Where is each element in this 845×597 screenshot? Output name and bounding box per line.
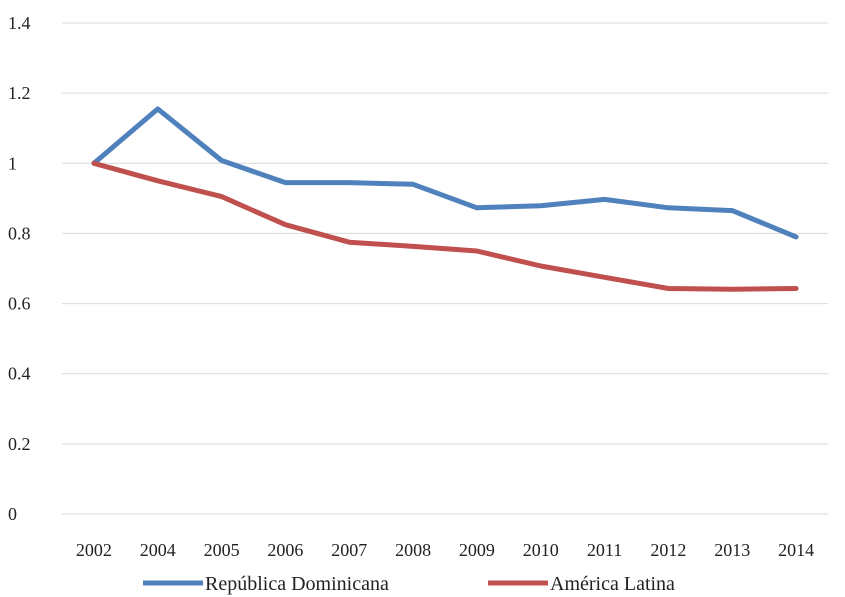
x-tick-label: 2008 (395, 540, 431, 560)
x-tick-label: 2014 (778, 540, 814, 560)
y-tick-label: 0.6 (8, 294, 31, 314)
x-tick-label: 2005 (204, 540, 240, 560)
y-tick-label: 0.2 (8, 434, 31, 454)
gridlines (62, 22, 828, 515)
y-tick-label: 1 (8, 153, 17, 173)
y-tick-label: 1.4 (8, 13, 31, 33)
y-tick-label: 1.2 (8, 83, 31, 103)
y-tick-label: 0.8 (8, 223, 31, 243)
legend-label: América Latina (550, 573, 675, 595)
legend-item: América Latina (488, 573, 675, 595)
x-tick-label: 2013 (714, 540, 750, 560)
x-tick-label: 2007 (331, 540, 367, 560)
x-tick-label: 2009 (459, 540, 495, 560)
x-tick-label: 2011 (587, 540, 622, 560)
x-tick-label: 2004 (140, 540, 176, 560)
legend-item: República Dominicana (143, 573, 389, 595)
series-line-2 (91, 160, 799, 292)
y-axis-ticks: 0 0.2 0.4 0.6 0.8 1 1.2 1.4 (8, 13, 31, 524)
x-axis-ticks: 2002 2004 2005 2006 2007 2008 2009 2010 2011 2012… (76, 540, 814, 560)
series-lines (91, 106, 799, 292)
legend: República Dominicana América Latina (143, 573, 675, 595)
x-tick-label: 2002 (76, 540, 112, 560)
legend-label: República Dominicana (205, 573, 389, 595)
y-tick-label: 0 (8, 504, 17, 524)
x-tick-label: 2006 (267, 540, 303, 560)
y-tick-label: 0.4 (8, 364, 31, 384)
x-tick-label: 2012 (650, 540, 686, 560)
x-tick-label: 2010 (523, 540, 559, 560)
series-line-1 (91, 106, 799, 240)
